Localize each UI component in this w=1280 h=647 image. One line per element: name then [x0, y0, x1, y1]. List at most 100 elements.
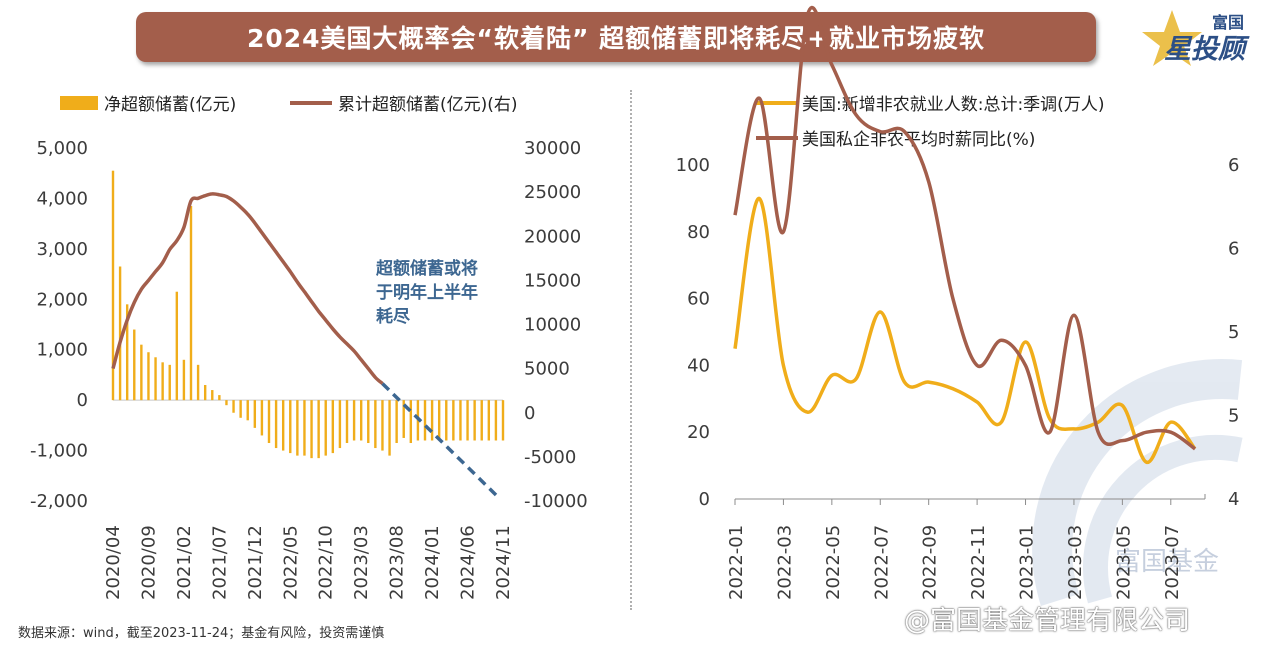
net-savings-bar — [175, 291, 179, 401]
net-savings-bar — [466, 400, 469, 441]
left-x-tick-label: 2023/03 — [351, 525, 372, 600]
net-savings-bar — [409, 400, 413, 444]
left-x-tick-label: 2021/02 — [174, 525, 195, 600]
net-savings-bar — [118, 266, 122, 401]
right-chart: 100 80 60 40 20 0 6 6 5 5 4 2022-01 2022-03 2022-05 20… — [676, 5, 1239, 600]
left-y-tick-label: 1,000 — [36, 340, 88, 361]
right-x-tick-label: 2022-11 — [968, 525, 989, 600]
net-savings-bar — [324, 400, 327, 456]
wage-growth-line — [733, 5, 1197, 451]
net-savings-bar — [289, 400, 292, 454]
left-y-tick-label: 4,000 — [36, 188, 88, 209]
net-savings-bar — [196, 364, 200, 401]
cum-savings-line — [111, 192, 384, 385]
brand-logo: 富国 星投顾 — [1142, 10, 1250, 66]
legend-label-cum-savings: 累计超额储蓄(亿元)(右) — [338, 95, 518, 115]
weibo-watermark: @富国基金管理有限公司 — [904, 606, 1191, 636]
net-savings-bar — [359, 400, 363, 441]
net-savings-bar — [310, 400, 313, 459]
right-x-tick-label: 2022-07 — [871, 525, 892, 600]
net-savings-bar — [218, 395, 221, 401]
left-y-tick-label: -2,000 — [30, 491, 88, 512]
legend-label-payrolls: 美国:新增非农就业人数:总计:季调(万人) — [802, 95, 1104, 115]
net-savings-bar — [274, 400, 278, 449]
left-x-tick-label: 2022/05 — [280, 525, 301, 600]
watermark-corner-text: 富国基金 — [1115, 547, 1219, 577]
forecast-annotation: 超额储蓄或将 — [376, 258, 478, 279]
left-y-tick-label: -1,000 — [30, 441, 88, 462]
right-x-tick-label: 2023-05 — [1113, 525, 1134, 600]
right-legend: 美国:新增非农就业人数:总计:季调(万人) 美国私企非农平均时薪同比(%) — [756, 95, 1104, 150]
net-savings-bar — [211, 390, 214, 401]
net-savings-bar — [352, 400, 356, 441]
legend-swatch-bar — [60, 96, 98, 110]
net-savings-bar — [154, 357, 157, 401]
net-savings-bar — [267, 400, 271, 444]
net-savings-bar — [480, 400, 483, 441]
left-chart: 5,000 4,000 3,000 2,000 1,000 0 -1,000 -2,000 30… — [30, 138, 588, 600]
right-chart-left-tick-label: 20 — [687, 422, 710, 443]
right-y-tick-label: 0 — [524, 403, 535, 424]
left-y-tick-label: 0 — [77, 390, 88, 411]
net-savings-bar — [430, 400, 434, 441]
net-savings-bar — [402, 400, 405, 438]
payrolls-line — [733, 196, 1197, 465]
net-savings-bar — [459, 400, 462, 441]
net-savings-bar — [296, 400, 299, 456]
right-chart-right-tick-label: 5 — [1228, 322, 1239, 343]
left-x-tick-label: 2020/04 — [103, 525, 124, 600]
net-savings-bar — [374, 400, 377, 449]
net-savings-bar — [133, 329, 136, 401]
right-chart-left-tick-label: 100 — [676, 155, 710, 176]
net-savings-bar — [281, 400, 285, 451]
title-banner: 2024美国大概率会“软着陆” 超额储蓄即将耗尽+就业市场疲软 — [136, 12, 1096, 62]
left-x-tick-label: 2024/11 — [493, 525, 514, 600]
right-y-tick-label: 30000 — [524, 138, 581, 159]
legend-label-wages: 美国私企非农平均时薪同比(%) — [802, 130, 1035, 150]
net-savings-bar — [494, 400, 498, 441]
net-savings-bar — [189, 205, 193, 401]
net-savings-bar — [345, 400, 349, 444]
right-x-tick-label: 2022-03 — [774, 525, 795, 600]
net-savings-bar — [232, 400, 235, 413]
net-savings-bar — [367, 400, 370, 444]
net-savings-bar — [125, 304, 129, 401]
net-savings-bar — [331, 400, 335, 454]
net-savings-bar — [246, 400, 249, 421]
right-x-tick-label: 2022-05 — [823, 525, 844, 600]
net-savings-bar — [147, 352, 150, 401]
net-savings-bar — [303, 400, 306, 456]
left-x-tick-label: 2020/09 — [138, 525, 159, 600]
forecast-annotation: 于明年上半年 — [376, 282, 478, 303]
forecast-annotation: 耗尽 — [376, 306, 411, 327]
logo-text-main: 星投顾 — [1164, 34, 1250, 64]
net-savings-bar — [253, 400, 257, 428]
watermark-emblem — [1032, 359, 1243, 606]
net-savings-bar — [473, 400, 476, 441]
right-y-tick-label: -5000 — [524, 447, 576, 468]
net-savings-bar — [445, 400, 448, 441]
right-y-tick-label: 5000 — [524, 359, 570, 380]
star-icon — [1142, 10, 1202, 66]
right-chart-left-tick-label: 40 — [687, 355, 710, 376]
net-savings-bar — [203, 385, 207, 401]
net-savings-bar — [111, 170, 115, 401]
right-x-tick-label: 2023-03 — [1065, 525, 1086, 600]
right-chart-right-tick-label: 6 — [1228, 155, 1239, 176]
left-x-tick-label: 2021/07 — [209, 525, 230, 600]
net-savings-bar — [338, 400, 342, 449]
net-savings-bar — [239, 400, 242, 418]
data-source-note: 数据来源：wind，截至2023-11-24；基金有风险，投资需谨慎 — [18, 626, 385, 641]
right-chart-right-tick-label: 6 — [1228, 239, 1239, 260]
net-savings-bar — [168, 364, 171, 401]
forecast-dashed-line — [381, 382, 501, 500]
right-y-tick-label: 20000 — [524, 226, 581, 247]
left-legend: 净超额储蓄(亿元) 累计超额储蓄(亿元)(右) — [60, 95, 518, 115]
right-y-tick-label: 15000 — [524, 270, 581, 291]
right-chart-left-tick-label: 0 — [699, 489, 710, 510]
right-chart-left-tick-label: 80 — [687, 222, 710, 243]
net-savings-bar — [437, 400, 441, 441]
panel-divider — [630, 90, 632, 610]
net-savings-bar — [501, 400, 505, 441]
